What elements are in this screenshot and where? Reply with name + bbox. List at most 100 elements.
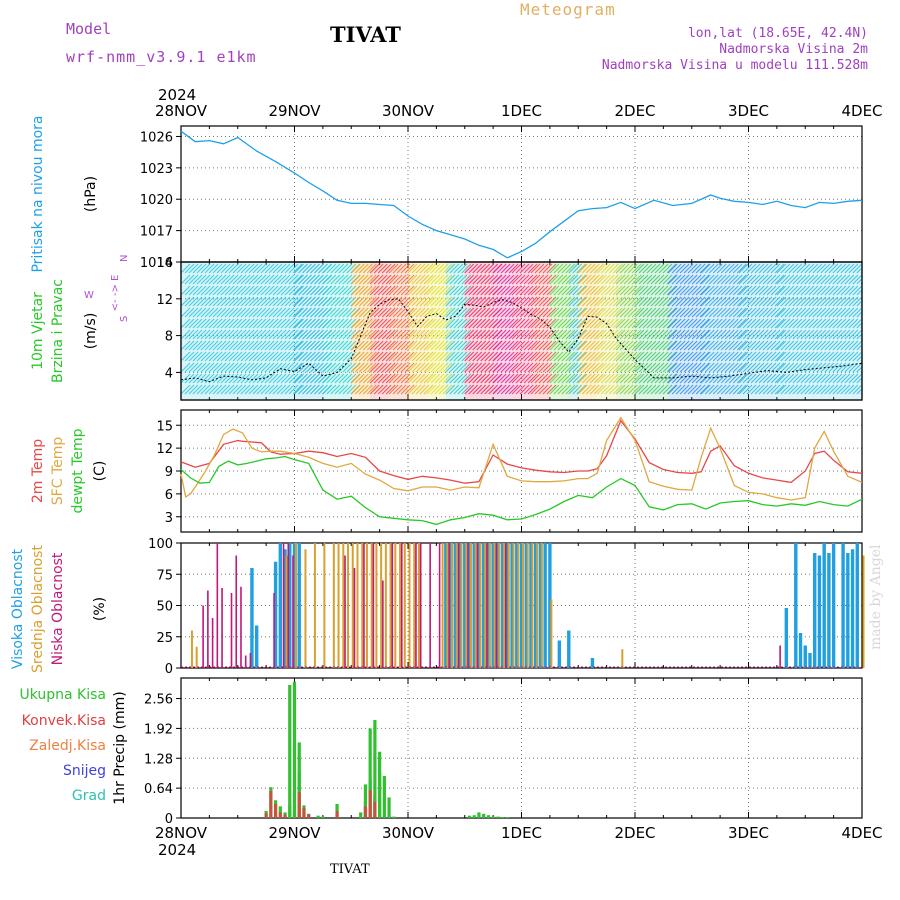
wind-barb (816, 274, 827, 285)
wind-barb (615, 384, 626, 395)
wind-barb (615, 285, 626, 296)
wind-barb (411, 384, 422, 395)
wind-barb (519, 373, 530, 384)
wind-barb (511, 285, 522, 296)
wind-barb (848, 285, 859, 296)
wind-barb (468, 274, 479, 285)
wind-barb (453, 285, 464, 296)
wind-barb (687, 384, 698, 395)
wind-barb (330, 329, 341, 340)
wind-barb (577, 285, 588, 296)
wind-barb (720, 351, 731, 362)
wind-barb (508, 318, 519, 329)
wind-barb (457, 318, 468, 329)
wind-barb (464, 362, 475, 373)
wind-barb (260, 373, 271, 384)
wind-barb (488, 351, 499, 362)
wind-barb (780, 340, 791, 351)
wind-barb (638, 274, 649, 285)
wind-barb (691, 340, 702, 351)
wind-barb (434, 274, 445, 285)
wind-barb (671, 318, 682, 329)
wind-ylabel-1: 10m Vjetar (30, 292, 46, 370)
wind-barb (530, 340, 541, 351)
wind-barb (619, 329, 630, 340)
wind-barb (596, 318, 607, 329)
wind-barb (419, 274, 430, 285)
wind-barb (280, 351, 291, 362)
wind-barb (449, 329, 460, 340)
wind-barb (585, 307, 596, 318)
wind-barb (634, 318, 645, 329)
cloud-unit: (%) (92, 597, 108, 621)
wind-barb (832, 351, 843, 362)
wind-barb (615, 296, 626, 307)
pressure-unit: (hPa) (83, 176, 99, 212)
precip-bar (321, 816, 325, 818)
cloud-bar (472, 543, 476, 668)
wind-barb (484, 384, 495, 395)
wind-barb (553, 329, 564, 340)
wind-barb (576, 296, 587, 307)
wind-barb (596, 384, 607, 395)
wind-barb (419, 318, 430, 329)
wind-barb (330, 373, 341, 384)
wind-barb (228, 351, 239, 362)
wind-barb (310, 340, 320, 351)
wind-barb (608, 384, 619, 395)
precip-bar (363, 784, 368, 818)
cloud-bar (448, 543, 450, 668)
wind-barb (236, 373, 247, 384)
wind-barb (774, 318, 785, 329)
wind-barb (542, 362, 553, 373)
wind-barb (623, 373, 634, 384)
wind-barb (415, 351, 426, 362)
precip-bar (269, 790, 273, 818)
wind-barb (736, 362, 747, 373)
wind-barb (464, 307, 475, 318)
wind-barb (666, 362, 677, 373)
wind-barb (342, 340, 353, 351)
wind-barb (770, 274, 781, 285)
wind-barb (708, 351, 719, 362)
wind-barb (565, 274, 576, 285)
wind-barb (464, 318, 475, 329)
wind-barb (646, 362, 657, 373)
wind-barb (820, 340, 831, 351)
top-date-label: 30NOV (382, 102, 435, 120)
wind-barb (354, 274, 365, 285)
wind-barb (362, 318, 373, 329)
wind-barb (268, 263, 279, 274)
wind-barb (746, 263, 757, 274)
wind-barb (634, 362, 645, 373)
wind-barb (457, 373, 468, 384)
wind-barb (411, 285, 422, 296)
wind-barb (758, 307, 769, 318)
wind-barb (369, 307, 380, 318)
wind-barb (542, 274, 553, 285)
wind-barb (228, 307, 239, 318)
wind-ytick-label: 16 (156, 256, 173, 271)
wind-barb (553, 362, 564, 373)
wind-barb (804, 274, 815, 285)
wind-barb (852, 351, 862, 362)
wind-barb (804, 362, 815, 373)
wind-barb (650, 285, 661, 296)
wind-barb (780, 373, 791, 384)
wind-barb (836, 263, 847, 274)
wind-barb (338, 329, 349, 340)
wind-barb (260, 285, 271, 296)
wind-barb (546, 384, 557, 395)
wind-barb (248, 384, 259, 395)
wind-barb (581, 329, 592, 340)
wind-barb (326, 351, 337, 362)
wind-barb (736, 296, 747, 307)
wind-barb (373, 384, 384, 395)
wind-barb (268, 351, 279, 362)
cloud-bar (477, 543, 481, 668)
cloud-bar (474, 543, 477, 668)
wind-barb (784, 340, 795, 351)
wind-barb (381, 296, 392, 307)
wind-barb (426, 307, 437, 318)
wind-barb (377, 285, 388, 296)
